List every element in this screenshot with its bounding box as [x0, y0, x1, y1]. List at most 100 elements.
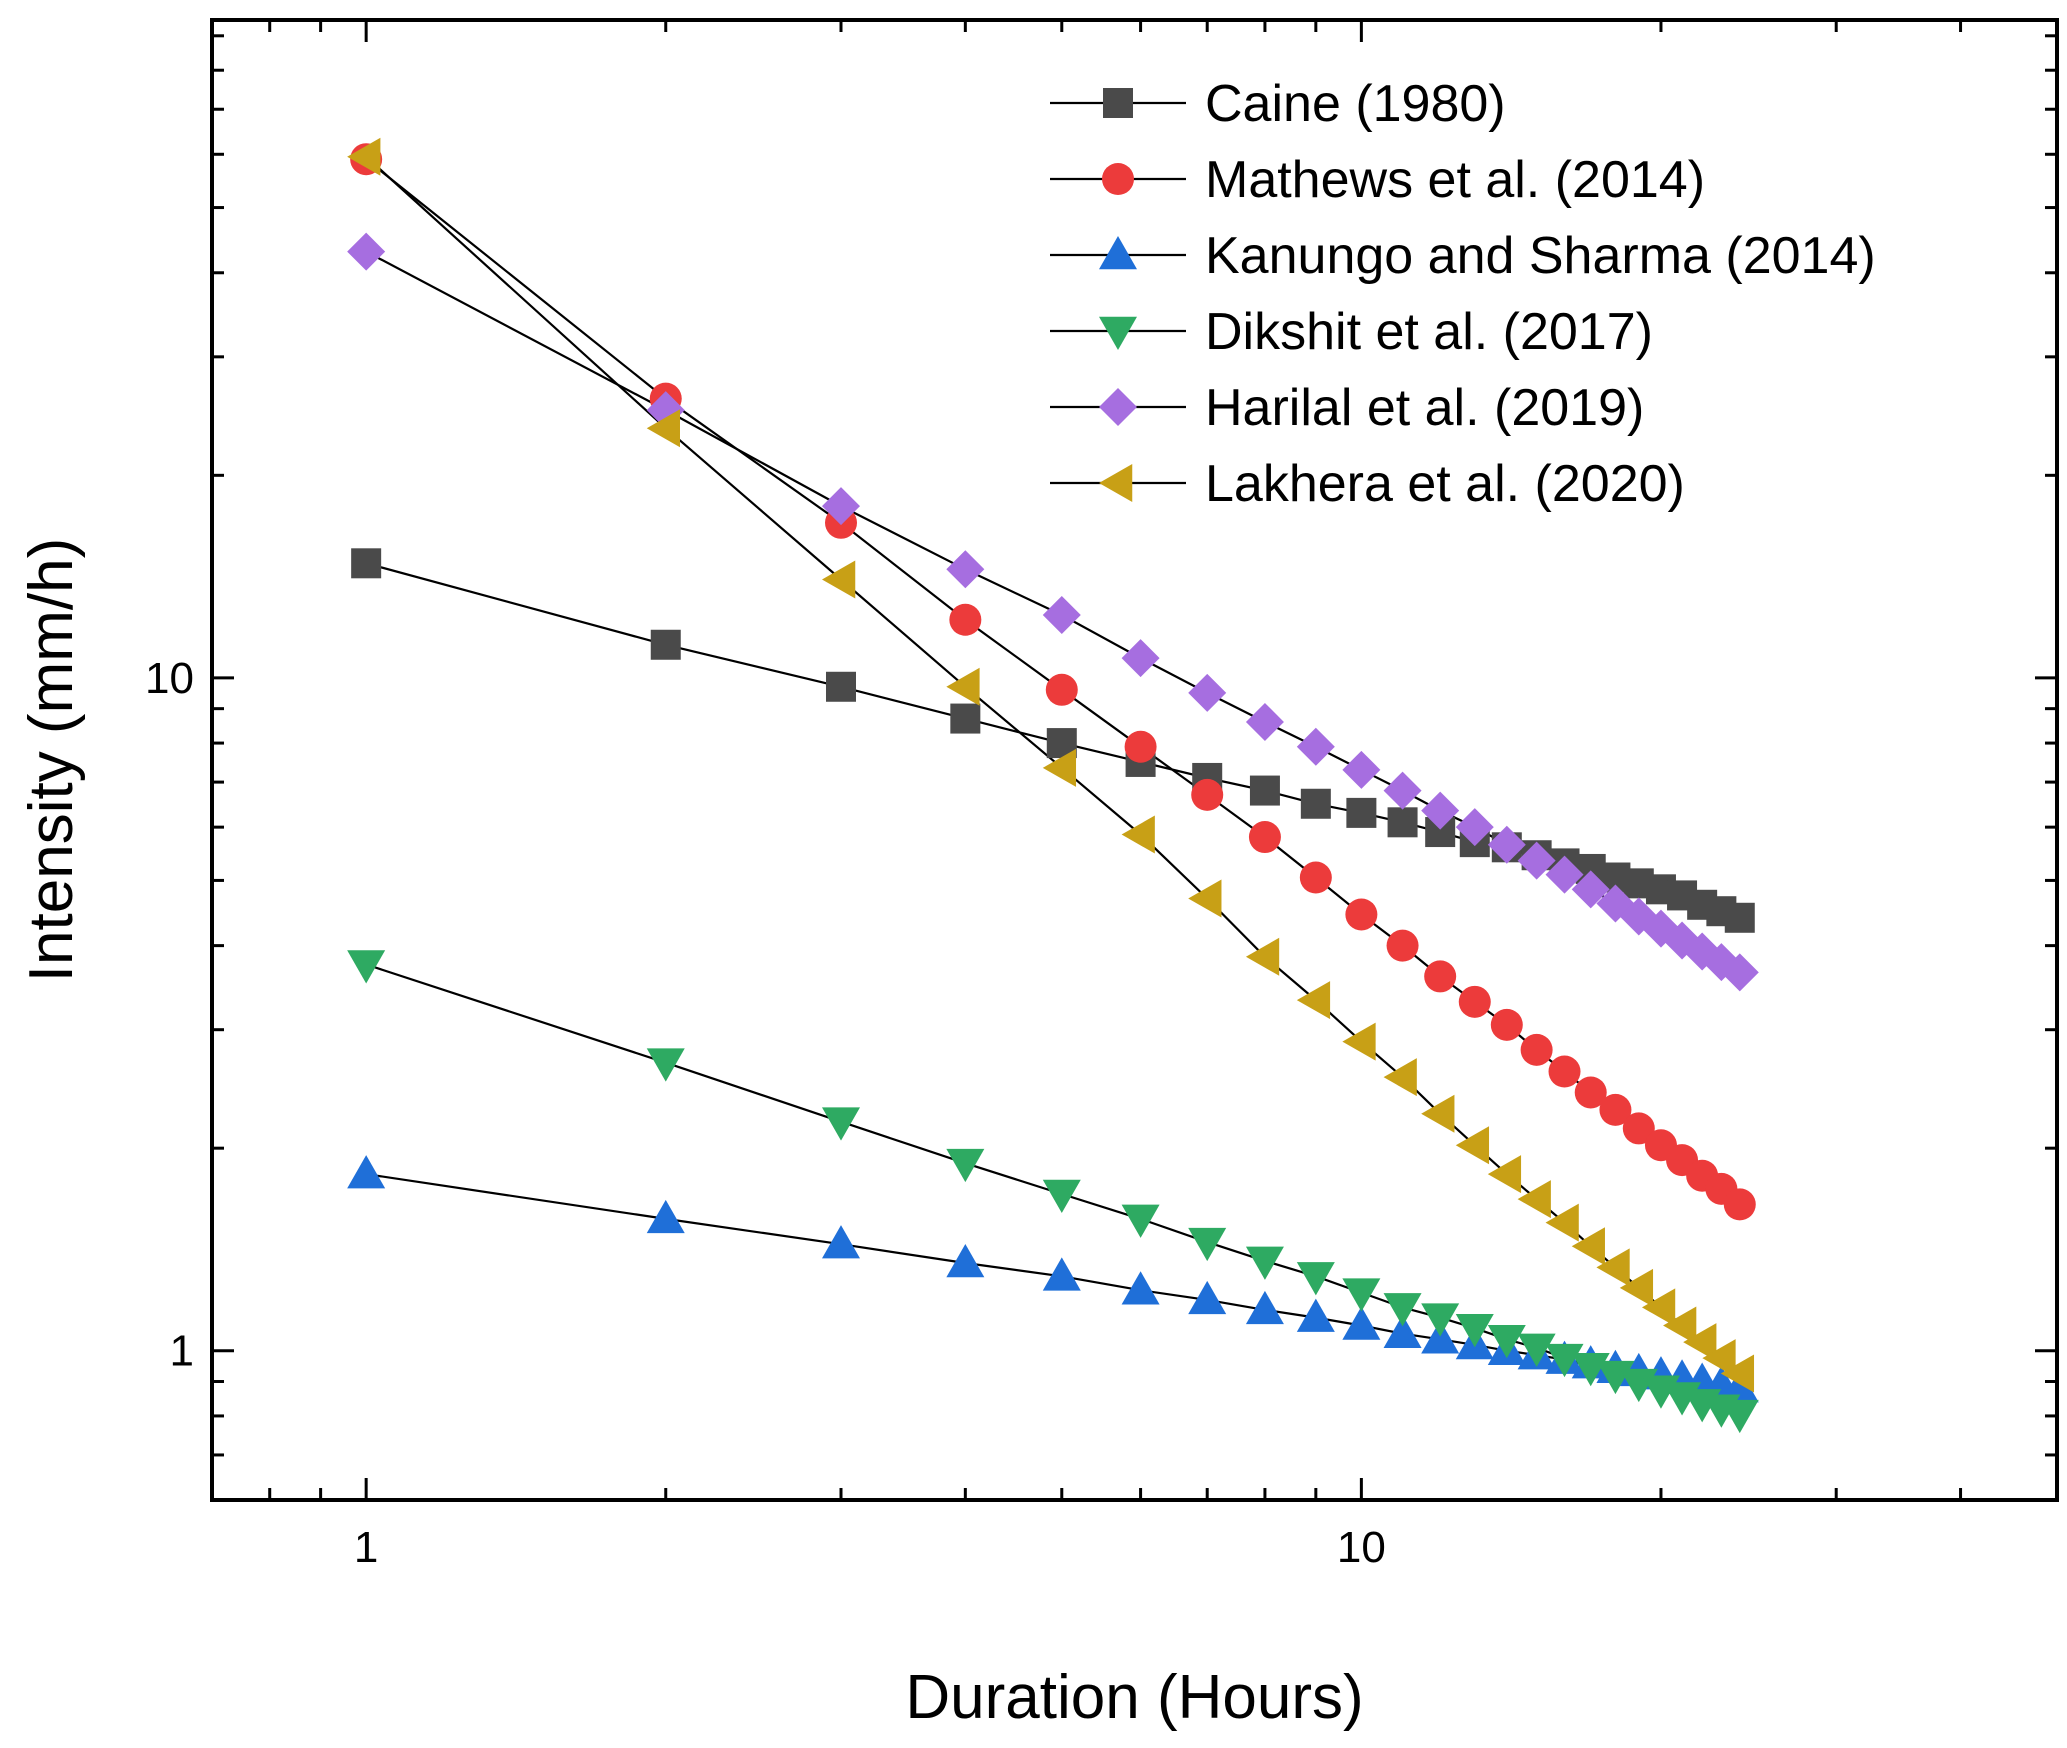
data-point — [1188, 1280, 1227, 1315]
data-point — [1548, 1055, 1581, 1088]
data-point — [1191, 778, 1224, 811]
data-point — [821, 487, 860, 526]
data-point — [650, 629, 681, 660]
data-point — [946, 1244, 985, 1278]
data-point — [1571, 870, 1610, 909]
data-point — [1421, 1320, 1460, 1354]
data-point — [1517, 1180, 1551, 1219]
data-point — [1245, 1290, 1284, 1325]
data-point — [1487, 1325, 1526, 1359]
data-point — [1299, 861, 1332, 894]
data-point — [1124, 730, 1157, 763]
data-point — [1248, 821, 1281, 854]
series-markers-6 — [347, 137, 1755, 1393]
tick-labels: 1 10 1 10 — [145, 654, 1386, 1572]
data-point — [347, 232, 386, 271]
data-point — [1121, 1204, 1160, 1238]
data-point — [347, 950, 386, 984]
data-point — [1622, 1112, 1655, 1145]
data-point — [1596, 1248, 1630, 1287]
data-point — [1245, 702, 1284, 741]
plot-frame — [210, 18, 2059, 1502]
data-point — [1517, 1333, 1556, 1367]
data-point — [1245, 937, 1280, 976]
data-point — [1245, 1246, 1284, 1280]
data-point — [1188, 673, 1227, 712]
data-point — [1458, 985, 1491, 1018]
data-point — [946, 667, 980, 706]
data-point — [1723, 1188, 1756, 1221]
legend-marker — [1099, 236, 1137, 270]
data-point — [646, 1199, 685, 1234]
data-point — [1342, 750, 1381, 789]
legend-item: Dikshit et al. (2017) — [1050, 303, 1653, 361]
data-point — [1042, 1257, 1081, 1291]
series-markers-4 — [347, 950, 1759, 1434]
data-point — [1383, 1314, 1422, 1348]
x-tick-label: 1 — [354, 1523, 378, 1572]
data-point — [949, 603, 982, 636]
data-point — [1571, 1227, 1605, 1266]
legend-label: Dikshit et al. (2017) — [1205, 303, 1653, 361]
data-point — [1296, 727, 1335, 766]
data-point — [1487, 825, 1526, 864]
data-point — [1490, 1008, 1523, 1041]
data-point — [1702, 1339, 1736, 1378]
data-point — [1042, 1179, 1081, 1213]
legend-item: Harilal et al. (2019) — [1050, 379, 1644, 437]
series-layer — [347, 137, 1759, 1434]
y-axis-label: Intensity (mm/h) — [17, 538, 86, 982]
data-point — [1619, 1268, 1654, 1307]
data-point — [1545, 855, 1584, 894]
data-point — [1720, 1354, 1755, 1393]
legend-label: Kanungo and Sharma (2014) — [1205, 227, 1876, 285]
series-markers-2 — [350, 143, 1756, 1221]
data-point — [1342, 1278, 1381, 1312]
data-point — [1663, 1306, 1697, 1345]
data-point — [646, 409, 680, 448]
legend: Caine (1980) Mathews et al. (2014) Kanungo… — [1050, 75, 1876, 513]
data-point — [1383, 1293, 1422, 1327]
data-point — [1188, 1227, 1227, 1262]
data-point — [1720, 953, 1759, 992]
data-point — [1641, 1288, 1676, 1327]
data-point — [1296, 981, 1331, 1020]
data-point — [1724, 902, 1755, 933]
data-point — [1520, 1033, 1553, 1066]
data-point — [1383, 1058, 1417, 1097]
legend-marker — [1099, 316, 1137, 350]
data-point — [1383, 771, 1422, 810]
data-point — [1455, 1126, 1490, 1165]
data-point — [1300, 788, 1331, 819]
data-point — [1574, 1076, 1607, 1109]
data-point — [825, 671, 856, 702]
data-point — [821, 1225, 860, 1259]
data-point — [1045, 673, 1078, 706]
data-point — [1720, 1369, 1759, 1403]
x-axis-label: Duration (Hours) — [905, 1663, 1363, 1732]
data-point — [950, 703, 981, 734]
legend-marker — [1099, 388, 1137, 426]
data-point — [1249, 775, 1280, 806]
data-point — [1296, 1298, 1335, 1332]
legend-item: Mathews et al. (2014) — [1050, 151, 1705, 209]
legend-label: Harilal et al. (2019) — [1205, 379, 1644, 437]
data-point — [1545, 1343, 1584, 1378]
data-point — [1720, 1399, 1759, 1434]
data-point — [1345, 898, 1378, 931]
data-point — [1042, 596, 1081, 635]
data-point — [946, 1148, 985, 1183]
data-point — [347, 1155, 386, 1189]
legend-label: Caine (1980) — [1205, 75, 1506, 133]
data-point — [1421, 791, 1460, 830]
data-point — [1346, 797, 1377, 828]
data-point — [1487, 1155, 1522, 1194]
data-point — [1342, 1022, 1376, 1061]
data-point — [821, 1107, 860, 1141]
data-point — [1421, 1303, 1460, 1337]
legend-label: Lakhera et al. (2020) — [1205, 455, 1685, 513]
data-point — [1342, 1306, 1381, 1340]
legend-marker — [1103, 88, 1133, 118]
data-point — [1387, 807, 1418, 838]
